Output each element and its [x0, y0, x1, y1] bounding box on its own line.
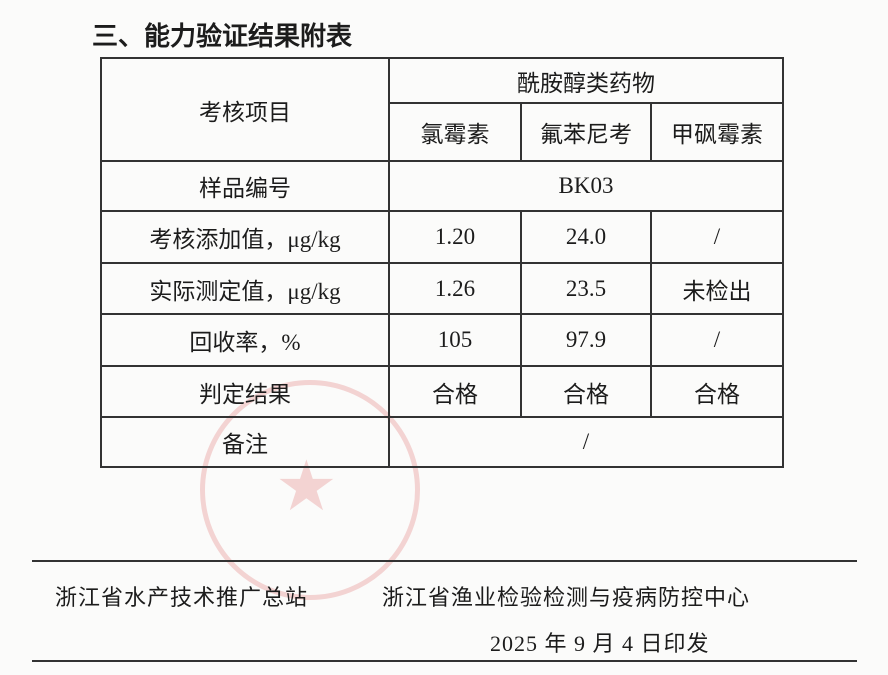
cell: 1.26 [388, 262, 522, 315]
issuer-1: 浙江省水产技术推广总站 [55, 585, 309, 610]
cell: 未检出 [650, 262, 784, 315]
table-row: 样品编号 BK03 [100, 160, 784, 212]
row-label: 备注 [100, 416, 390, 468]
drug-header: 氯霉素 [388, 102, 522, 162]
results-table: 考核项目 酰胺醇类药物 氯霉素 氟苯尼考 甲砜霉素 样品编号 BK03 考核添加… [100, 57, 784, 468]
cell: / [650, 210, 784, 264]
cell: 合格 [650, 365, 784, 418]
row-label: 判定结果 [100, 365, 390, 418]
cell: 合格 [388, 365, 522, 418]
cell: 105 [388, 313, 522, 367]
divider [32, 660, 857, 662]
table-row: 备注 / [100, 416, 784, 468]
row-label: 实际测定值，μg/kg [100, 262, 390, 315]
cell: / [650, 313, 784, 367]
drug-header: 甲砜霉素 [650, 102, 784, 162]
table-row: 判定结果 合格 合格 合格 [100, 365, 784, 418]
row-label: 样品编号 [100, 160, 390, 212]
item-header: 考核项目 [100, 57, 390, 162]
cell: 24.0 [520, 210, 652, 264]
group-header: 酰胺醇类药物 [388, 57, 784, 104]
row-label: 回收率，% [100, 313, 390, 367]
issue-date: 2025 年 9 月 4 日印发 [490, 631, 710, 656]
table-row: 实际测定值，μg/kg 1.26 23.5 未检出 [100, 262, 784, 315]
cell: 97.9 [520, 313, 652, 367]
drug-header: 氟苯尼考 [520, 102, 652, 162]
issuer-2: 浙江省渔业检验检测与疫病防控中心 [382, 585, 751, 610]
cell: 23.5 [520, 262, 652, 315]
cell: 1.20 [388, 210, 522, 264]
table-row: 考核添加值，μg/kg 1.20 24.0 / [100, 210, 784, 264]
divider [32, 560, 857, 562]
row-label: 考核添加值，μg/kg [100, 210, 390, 264]
sample-id: BK03 [388, 160, 784, 212]
remark-value: / [388, 416, 784, 468]
table-row: 回收率，% 105 97.9 / [100, 313, 784, 367]
cell: 合格 [520, 365, 652, 418]
section-title: 三、能力验证结果附表 [92, 22, 353, 52]
